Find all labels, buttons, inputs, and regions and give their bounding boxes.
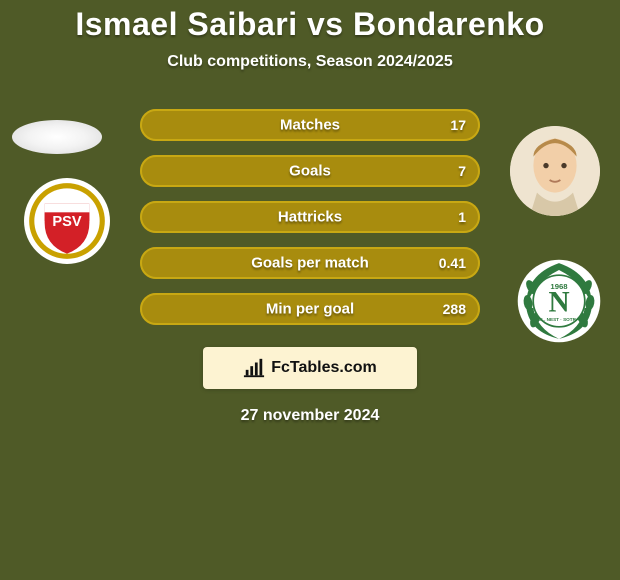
watermark-text: FcTables.com	[271, 359, 377, 377]
player-avatar-left	[12, 120, 102, 154]
stat-value: 288	[443, 301, 466, 317]
stat-row: Min per goal 288	[140, 293, 480, 325]
page-title: Ismael Saibari vs Bondarenko	[0, 0, 620, 43]
club-badge-left: PSV	[24, 178, 110, 264]
stat-row: Goals per match 0.41	[140, 247, 480, 279]
content: Ismael Saibari vs Bondarenko Club compet…	[0, 0, 620, 425]
club-bottom-text: I.L. NEST · SOTRA	[539, 317, 580, 322]
nest-sotra-crest-icon: 1968 N I.L. NEST · SOTRA	[516, 256, 602, 346]
stat-value: 7	[458, 163, 466, 179]
stat-label: Min per goal	[266, 301, 354, 318]
date-label: 27 november 2024	[0, 407, 620, 425]
stat-value: 1	[458, 209, 466, 225]
stat-row: Matches 17	[140, 109, 480, 141]
watermark: FcTables.com	[203, 347, 417, 389]
stat-row: Goals 7	[140, 155, 480, 187]
stat-value: 0.41	[439, 255, 466, 271]
club-badge-right: 1968 N I.L. NEST · SOTRA	[516, 258, 602, 344]
psv-text: PSV	[52, 214, 81, 230]
face-icon	[510, 126, 600, 216]
player-avatar-right	[510, 126, 600, 216]
stat-value: 17	[450, 117, 466, 133]
stat-row: Hattricks 1	[140, 201, 480, 233]
stat-label: Hattricks	[278, 209, 342, 226]
bar-chart-icon	[243, 357, 265, 379]
stat-label: Matches	[280, 117, 340, 134]
stats-block: Matches 17 Goals 7 Hattricks 1 Goals per match…	[140, 109, 480, 325]
subtitle: Club competitions, Season 2024/2025	[0, 53, 620, 71]
stat-label: Goals	[289, 163, 331, 180]
psv-crest-icon: PSV	[24, 178, 110, 264]
club-n: N	[548, 286, 569, 318]
stat-label: Goals per match	[251, 255, 369, 272]
